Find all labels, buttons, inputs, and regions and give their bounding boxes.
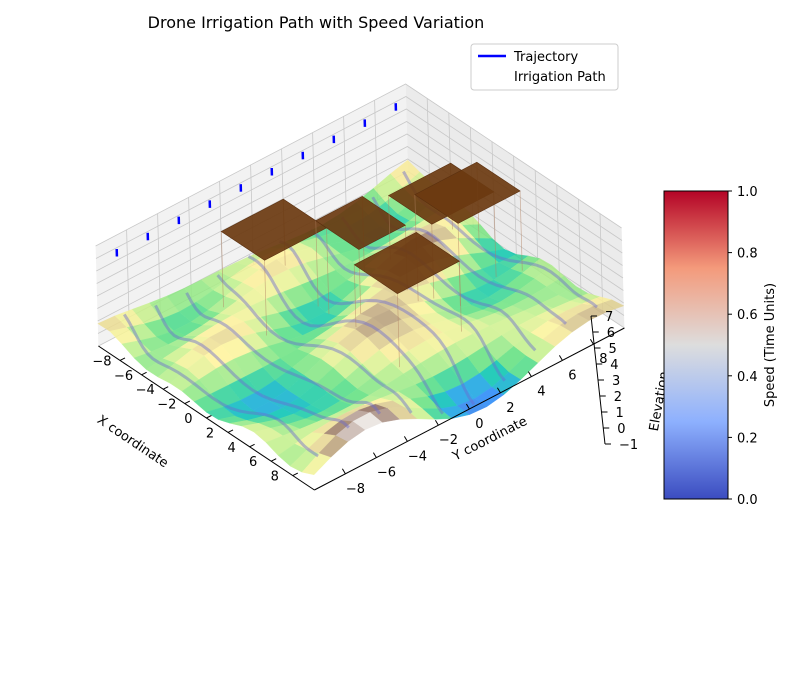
x-tick-label-4: 0: [184, 412, 192, 427]
y-tick-mark-3: [434, 419, 439, 426]
grid-line-z-6: [96, 108, 623, 272]
obstacle-4: [353, 232, 462, 368]
y-tick-mark-0: [341, 468, 346, 475]
obstacle-edge: [358, 249, 362, 314]
colorbar-tick-label-3: 0.6: [737, 308, 758, 323]
obstacle-edge: [353, 264, 357, 328]
x-tick-label-3: −2: [157, 398, 176, 413]
legend-label-1: Irrigation Path: [514, 70, 606, 85]
grid-line-x-4: [513, 155, 517, 257]
y-tick-label-7: 6: [568, 368, 576, 383]
z-tick-label-7: 6: [607, 326, 615, 341]
y-tick-mark-6: [527, 371, 532, 377]
z-tick-label-1: 0: [617, 422, 625, 437]
y-tick-label-6: 4: [537, 385, 545, 400]
y-tick-mark-5: [496, 387, 501, 394]
x-tick-label-7: 6: [249, 455, 257, 470]
legend-label-0: Trajectory: [513, 50, 578, 65]
colorbar-bar: [663, 190, 729, 500]
x-tick-mark-4: [206, 415, 212, 419]
x-axis-label: X coordinate: [94, 413, 171, 471]
colorbar-tick-label-0: 0.0: [737, 493, 758, 508]
obstacle-top: [353, 232, 460, 294]
z-tick-label-2: 1: [616, 406, 624, 421]
chart-title: Drone Irrigation Path with Speed Variati…: [148, 13, 485, 32]
obstacle-edge: [264, 260, 268, 336]
trajectory-group: [115, 103, 598, 458]
trajectory-pass-4: [247, 255, 444, 415]
grid-line-x-6: [556, 184, 560, 285]
obstacle-edge: [315, 220, 319, 307]
x-tick-label-0: −8: [92, 354, 111, 369]
grid-line-z-3: [97, 146, 624, 309]
legend: Trajectory Irrigation Path: [470, 43, 619, 91]
y-tick-label-2: −4: [408, 449, 427, 464]
z-tick-label-0: −1: [619, 438, 638, 453]
colorbar-tick-label-5: 1.0: [737, 185, 758, 200]
obstacle-edge: [519, 190, 523, 271]
y-tick-label-3: −2: [439, 433, 458, 448]
trajectory-pass-3: [216, 274, 413, 414]
grid-line-z-5: [96, 121, 623, 284]
obstacle-top: [414, 161, 521, 224]
y-tick-label-8: 8: [599, 352, 607, 367]
x-tick-label-8: 8: [271, 470, 279, 485]
grid-line-z-2: [97, 158, 624, 322]
grid-line-z-4: [96, 133, 624, 297]
y-tick-mark-7: [558, 355, 563, 361]
colorbar-label: Speed (Time Units): [763, 283, 778, 407]
trajectory-pass-0: [123, 313, 319, 458]
x-tick-mark-7: [270, 458, 277, 462]
grid-line-x-8: [599, 213, 604, 314]
trajectory-pass-5: [279, 240, 476, 406]
x-tick-mark-8: [292, 472, 299, 477]
x-tick-mark-5: [227, 429, 234, 433]
obstacle-edge: [493, 191, 497, 277]
grid-line-z-7: [95, 96, 623, 259]
y-tick-label-1: −6: [377, 466, 396, 481]
colorbar-tick-label-2: 0.4: [737, 370, 758, 385]
y-tick-mark-1: [372, 452, 377, 458]
obstacle-top: [315, 196, 406, 250]
obstacle-edge: [459, 261, 462, 332]
x-tick-label-2: −4: [136, 383, 155, 398]
colorbar-tick-label-4: 0.8: [737, 247, 758, 262]
terrain-cell: [593, 299, 625, 313]
x-tick-label-5: 2: [206, 426, 214, 441]
z-tick-label-3: 2: [614, 390, 622, 405]
z-tick-label-6: 5: [609, 342, 617, 357]
y-tick-label-0: −8: [346, 482, 365, 497]
z-tick-label-8: 7: [605, 310, 613, 325]
z-tick-label-5: 4: [610, 358, 618, 373]
obstacle-edge: [326, 227, 330, 315]
y-tick-label-5: 2: [506, 401, 514, 416]
x-tick-mark-2: [162, 386, 169, 390]
y-tick-mark-8: [589, 338, 594, 345]
x-tick-label-1: −6: [114, 369, 133, 384]
obstacle-1: [315, 196, 408, 314]
x-tick-mark-0: [119, 357, 126, 361]
y-axis-label: Y coordinate: [450, 414, 530, 465]
colorbar-tick-label-1: 0.2: [737, 431, 758, 446]
y-tick-mark-4: [465, 403, 470, 410]
x-tick-label-6: 4: [227, 441, 235, 456]
y-tick-label-4: 0: [475, 417, 483, 432]
obstacle-edge: [221, 231, 224, 308]
x-tick-mark-6: [249, 443, 255, 448]
trajectory-pass-1: [154, 304, 350, 429]
y-tick-mark-2: [403, 436, 408, 442]
y-axis-line: [314, 327, 625, 491]
grid-line-x-5: [534, 170, 539, 271]
z-tick-label-4: 3: [612, 374, 620, 389]
grid-line-z-8: [95, 83, 622, 247]
obstacle-edge: [397, 293, 400, 368]
legend-frame: [470, 43, 619, 91]
grid-line-x-7: [578, 199, 582, 300]
x-tick-mark-3: [184, 400, 191, 405]
x-tick-mark-1: [141, 371, 147, 376]
trajectory-pass-2: [185, 292, 381, 415]
